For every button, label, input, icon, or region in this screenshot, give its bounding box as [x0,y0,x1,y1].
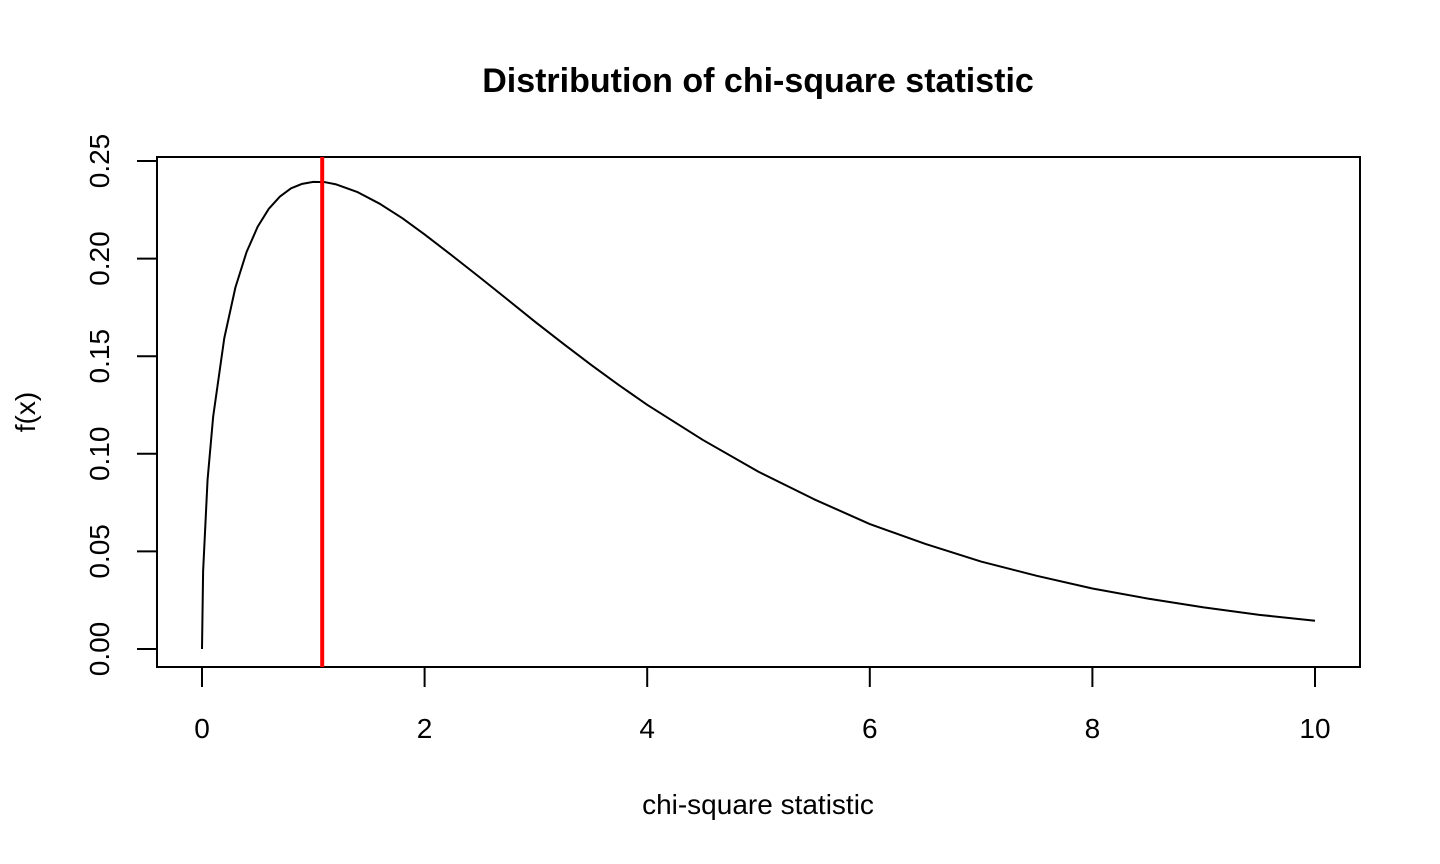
y-tick-label: 0.10 [84,427,115,482]
x-axis-title: chi-square statistic [642,789,874,820]
density-curve-line [201,180,1316,650]
x-tick-label: 6 [862,713,878,744]
x-tick-label: 2 [417,713,433,744]
y-tick-label: 0.05 [84,524,115,579]
x-tick-label: 0 [194,713,210,744]
x-tick-label: 4 [639,713,655,744]
y-tick-label: 0.20 [84,231,115,286]
x-tick-label: 8 [1085,713,1101,744]
x-tick-label: 10 [1299,713,1330,744]
plot-frame [156,156,1361,668]
y-tick-label: 0.00 [84,622,115,677]
y-axis: 0.00 0.05 0.10 0.15 0.20 0.25 [84,134,158,677]
series-layer [201,180,1316,650]
x-axis: 0 2 4 6 8 10 [194,666,1331,744]
y-tick-label: 0.25 [84,134,115,189]
chart-title: Distribution of chi-square statistic [482,62,1034,100]
y-tick-label: 0.15 [84,329,115,384]
y-axis-title: f(x) [10,392,41,432]
